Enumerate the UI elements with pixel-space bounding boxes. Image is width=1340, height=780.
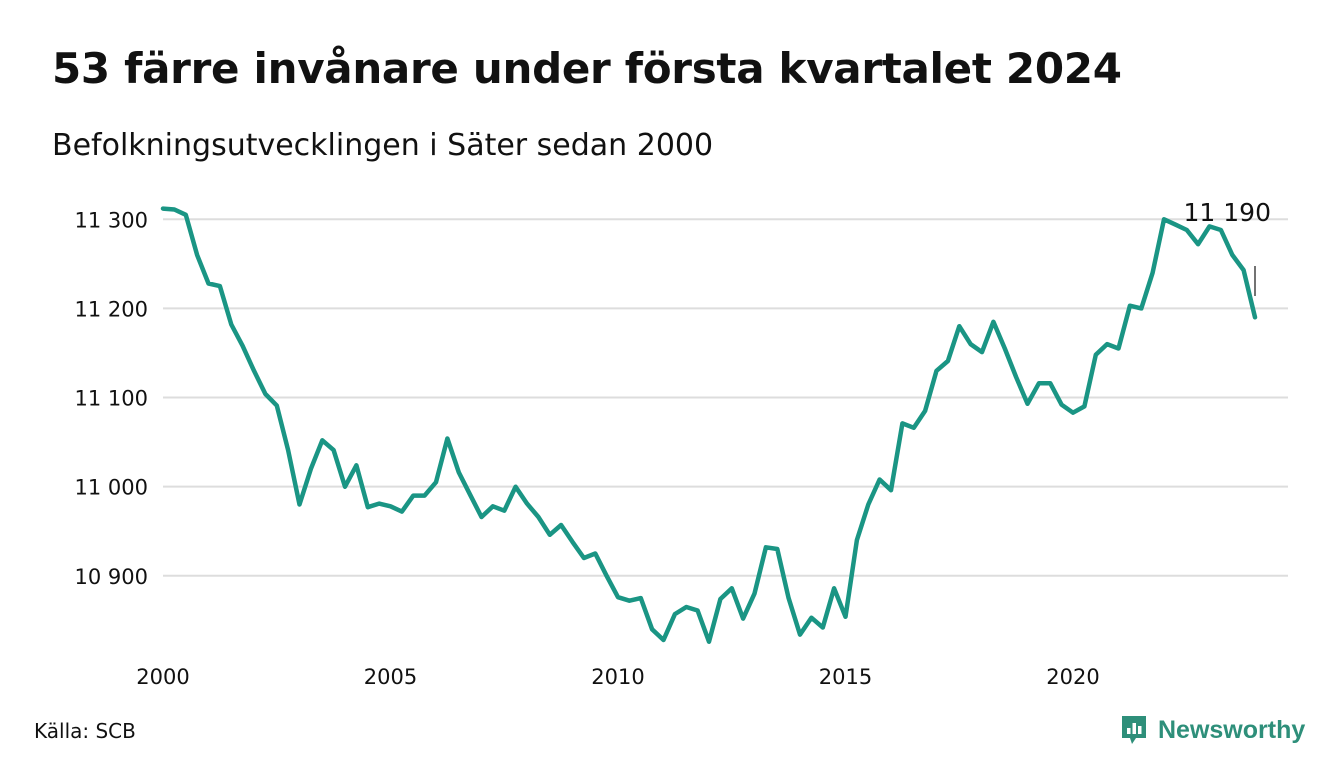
y-tick-label: 11 000 [75,476,148,500]
brand-name: Newsworthy [1158,715,1306,744]
x-tick-label: 2000 [136,665,189,689]
x-tick-label: 2005 [364,665,417,689]
source-label: Källa: SCB [34,719,136,743]
y-axis-ticks: 10 900 11 000 11 100 11 200 11 300 [75,208,148,589]
series-population [160,206,1258,644]
chart-title: 53 färre invånare under första kvartalet… [52,44,1122,93]
series-line [160,206,1258,644]
end-annotation: 11 190 [1184,198,1271,296]
grid-lines [163,218,1288,577]
y-tick-label: 11 100 [75,387,148,411]
x-tick-label: 2010 [591,665,644,689]
x-axis-ticks: 2000 2005 2010 2015 2020 [136,665,1099,689]
end-value-label: 11 190 [1184,198,1271,227]
y-tick-label: 11 300 [75,208,148,232]
x-tick-label: 2015 [819,665,872,689]
chart-subtitle: Befolkningsutvecklingen i Säter sedan 20… [52,128,714,163]
newsworthy-logo-icon [1122,716,1146,744]
y-tick-label: 10 900 [75,565,148,589]
x-tick-label: 2020 [1046,665,1099,689]
newsworthy-logo: Newsworthy [1120,714,1305,746]
y-tick-label: 11 200 [75,297,148,321]
